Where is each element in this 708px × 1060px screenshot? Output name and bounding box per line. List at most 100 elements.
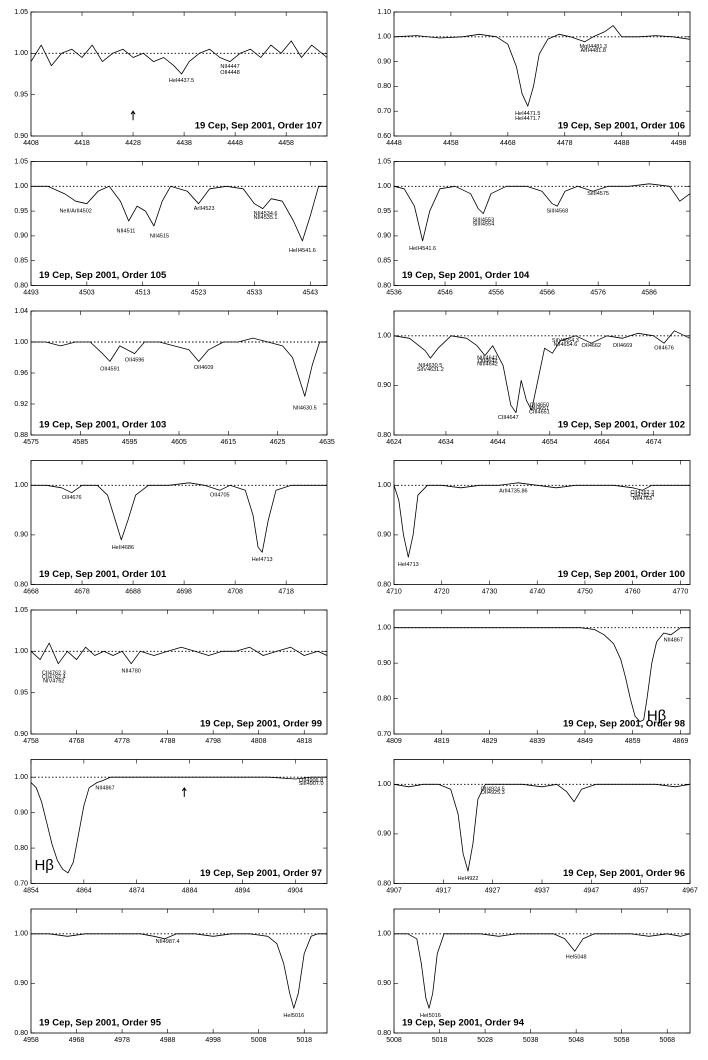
- x-tick-label: 4849: [577, 738, 593, 745]
- line-annotation: SiIV4631.2: [417, 367, 444, 373]
- x-tick-label: 5068: [659, 1037, 675, 1044]
- y-tick-label: 1.10: [377, 9, 391, 16]
- x-tick-label: 4458: [443, 140, 459, 147]
- y-tick-label: 0.90: [14, 980, 28, 987]
- x-tick-label: 4468: [500, 140, 516, 147]
- x-tick-label: 4927: [485, 887, 501, 894]
- x-tick-label: 4740: [529, 588, 545, 595]
- x-tick-label: 4894: [235, 887, 251, 894]
- x-tick-label: 4595: [122, 439, 138, 446]
- line-annotation: HeI4713: [252, 557, 273, 563]
- x-tick-label: 4818: [296, 738, 312, 745]
- line-annotation: NIV4762: [43, 679, 64, 685]
- y-tick-label: 0.70: [377, 108, 391, 115]
- y-tick-label: 0.70: [14, 880, 28, 887]
- y-tick-label: 0.90: [14, 233, 28, 240]
- x-tick-label: 4808: [251, 738, 267, 745]
- x-tick-label: 4869: [673, 738, 689, 745]
- y-tick-label: 1.00: [377, 482, 391, 489]
- x-tick-label: 4809: [386, 738, 402, 745]
- line-annotation: OII4924.5: [481, 787, 505, 793]
- plot-frame: [393, 759, 691, 884]
- y-tick-label: 1.00: [377, 931, 391, 938]
- plot-frame: [30, 11, 328, 137]
- panel: 0.90 0.95 1.00 1.05 4408 4418 4428 4438 4448 4458…: [14, 9, 328, 147]
- x-tick-label: 4788: [160, 738, 176, 745]
- x-tick-label: 4674: [646, 439, 662, 446]
- line-annotation: HeII4541.6: [409, 246, 436, 252]
- spectrum-line: [394, 627, 690, 722]
- x-tick-label: 4708: [227, 588, 243, 595]
- x-tick-label: 4884: [182, 887, 198, 894]
- y-tick-label: 0.90: [377, 532, 391, 539]
- y-tick-label: 0.88: [14, 432, 28, 439]
- spectrum-line: [393, 482, 690, 558]
- panel-title: 19 Cep, Sep 2001, Order 99: [200, 719, 322, 730]
- line-annotation: CIII4647: [498, 415, 519, 421]
- line-annotation: OII4591: [100, 367, 120, 373]
- x-tick-label: 4533: [247, 289, 263, 296]
- y-tick-label: 0.90: [377, 831, 391, 838]
- x-tick-label: 4819: [434, 738, 450, 745]
- x-tick-label: 5008: [386, 1037, 402, 1044]
- panel: 0.70 0.80 0.90 1.00 4809 4819 4829 4839 4849 4859…: [377, 609, 691, 745]
- x-tick-label: 4907: [386, 887, 402, 894]
- x-tick-label: 4585: [73, 439, 89, 446]
- y-tick-label: 0.80: [377, 581, 391, 588]
- plot-frame: [393, 609, 691, 735]
- panel-title: 19 Cep, Sep 2001, Order 102: [558, 420, 685, 431]
- panel: 0.80 0.90 1.00 4668 4678 4688 4698 4708 4718 OII4…: [14, 460, 328, 595]
- y-tick-label: 1.00: [377, 333, 391, 340]
- x-tick-label: 5028: [477, 1037, 493, 1044]
- panel-title: 19 Cep, Sep 2001, Order 103: [39, 420, 166, 431]
- spectrum-line: [393, 25, 691, 107]
- spectrum-line: [30, 40, 328, 75]
- x-tick-label: 4503: [79, 289, 95, 296]
- line-annotation: HeI4713: [398, 562, 419, 568]
- line-annotation: CII4762.3: [630, 490, 654, 496]
- plot-frame: [393, 11, 691, 137]
- x-tick-label: 4654: [542, 439, 558, 446]
- x-tick-label: 4978: [114, 1037, 130, 1044]
- x-tick-label: 4448: [386, 140, 402, 147]
- line-annotation: OII4596: [125, 357, 145, 363]
- line-annotation: NeII/ArII4502: [59, 209, 91, 215]
- y-tick-label: 1.00: [14, 339, 28, 346]
- y-tick-label: 0.90: [377, 233, 391, 240]
- panel-title: 19 Cep, Sep 2001, Order 101: [39, 569, 167, 580]
- y-tick-label: 0.90: [377, 660, 391, 667]
- y-tick-label: 1.00: [377, 183, 391, 190]
- x-tick-label: 4566: [539, 289, 555, 296]
- x-tick-label: 5008: [251, 1037, 267, 1044]
- line-annotation: CII4762.3: [42, 670, 66, 676]
- x-tick-label: 4605: [171, 439, 187, 446]
- line-annotation: NII4654.6: [553, 342, 577, 348]
- line-annotation: HeI5048: [566, 955, 587, 961]
- line-annotation: Hβ: [647, 707, 667, 724]
- y-tick-label: 0.90: [377, 980, 391, 987]
- panel-title: 19 Cep, Sep 2001, Order 95: [39, 1018, 162, 1029]
- y-tick-label: 1.00: [14, 482, 28, 489]
- spectrum-line: [31, 933, 327, 1009]
- line-annotation: NII4763: [633, 496, 652, 502]
- line-annotation: ArII4523: [194, 206, 215, 212]
- line-annotation: OII4609: [194, 365, 214, 371]
- plot-frame: [30, 759, 328, 884]
- panel: 0.80 0.90 1.00 4624 4634 4644 4654 4664 4674 NII4…: [377, 310, 691, 446]
- x-tick-label: 4586: [641, 289, 657, 296]
- x-tick-label: 4478: [557, 140, 573, 147]
- line-annotation: HeI5016: [420, 1013, 441, 1019]
- y-tick-label: 1.05: [14, 158, 28, 165]
- x-tick-label: 4760: [625, 588, 641, 595]
- x-tick-label: 4770: [673, 588, 689, 595]
- plot-frame: [30, 460, 328, 585]
- panel-title: 19 Cep, Sep 2001, Order 100: [558, 569, 685, 580]
- y-tick-label: 1.00: [14, 183, 28, 190]
- line-annotation: NII4534.6: [254, 211, 278, 217]
- panel: 0.88 0.92 0.96 1.00 1.04 4575 4585 4595 4605 4615…: [14, 308, 335, 446]
- y-tick-label: 0.80: [377, 432, 391, 439]
- x-tick-label: 4859: [625, 738, 641, 745]
- line-annotation: SiII4907.0: [299, 781, 324, 787]
- x-tick-label: 4498: [671, 140, 687, 147]
- panel: 0.80 0.90 1.00 4958 4968 4978 4988 4998 5008 5018…: [14, 908, 328, 1044]
